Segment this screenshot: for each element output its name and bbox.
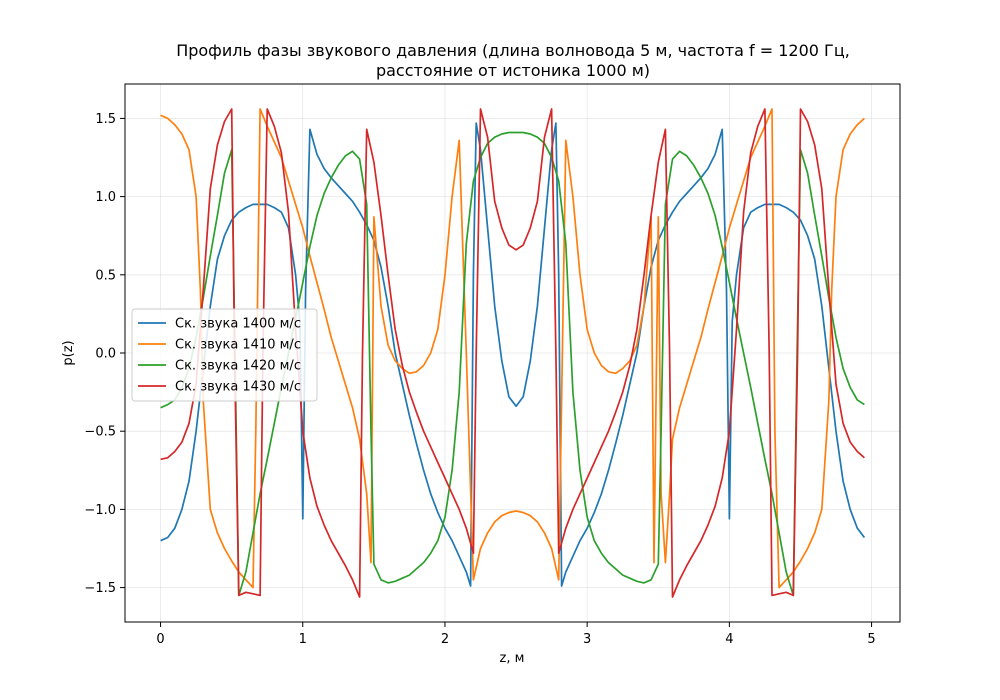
series-line-3 bbox=[160, 131, 865, 597]
x-tick-label: 0 bbox=[156, 632, 164, 647]
y-tick-label: −0.5 bbox=[84, 425, 116, 440]
legend-label: Ск. звука 1400 м/с bbox=[175, 317, 301, 332]
series-group bbox=[160, 108, 866, 598]
y-tick-label: 0.0 bbox=[95, 347, 116, 362]
x-axis: 0 1 2 3 4 5 bbox=[156, 622, 876, 647]
x-tick-label: 5 bbox=[867, 632, 875, 647]
y-tick-label: −1.5 bbox=[84, 581, 116, 596]
legend-label: Ск. звука 1410 м/с bbox=[175, 338, 301, 353]
legend-label: Ск. звука 1420 м/с bbox=[175, 359, 301, 374]
y-axis-label: p(z) bbox=[61, 340, 76, 365]
y-tick-label: 0.5 bbox=[95, 268, 116, 283]
x-axis-label: z, м bbox=[500, 651, 525, 666]
x-tick-label: 4 bbox=[725, 632, 733, 647]
legend-label: Ск. звука 1430 м/с bbox=[175, 380, 301, 395]
y-axis: −1.5 −1.0 −0.5 0.0 0.5 1.0 1.5 bbox=[84, 112, 125, 596]
legend-box bbox=[131, 308, 318, 402]
x-tick-label: 1 bbox=[299, 632, 307, 647]
y-tick-label: −1.0 bbox=[84, 503, 116, 518]
x-tick-label: 3 bbox=[583, 632, 591, 647]
chart-title: Профиль фазы звукового давления (длина в… bbox=[176, 41, 850, 60]
series-line-4 bbox=[160, 108, 865, 598]
y-tick-label: 1.5 bbox=[95, 112, 116, 127]
chart-title-line2: расстояние от истоника 1000 м) bbox=[376, 61, 650, 80]
series-line-2 bbox=[160, 108, 865, 589]
y-tick-label: 1.0 bbox=[95, 190, 116, 205]
x-tick-label: 2 bbox=[441, 632, 449, 647]
legend: Ск. звука 1400 м/с Ск. звука 1410 м/с Ск. … bbox=[131, 308, 318, 402]
series-line-1 bbox=[160, 122, 866, 587]
